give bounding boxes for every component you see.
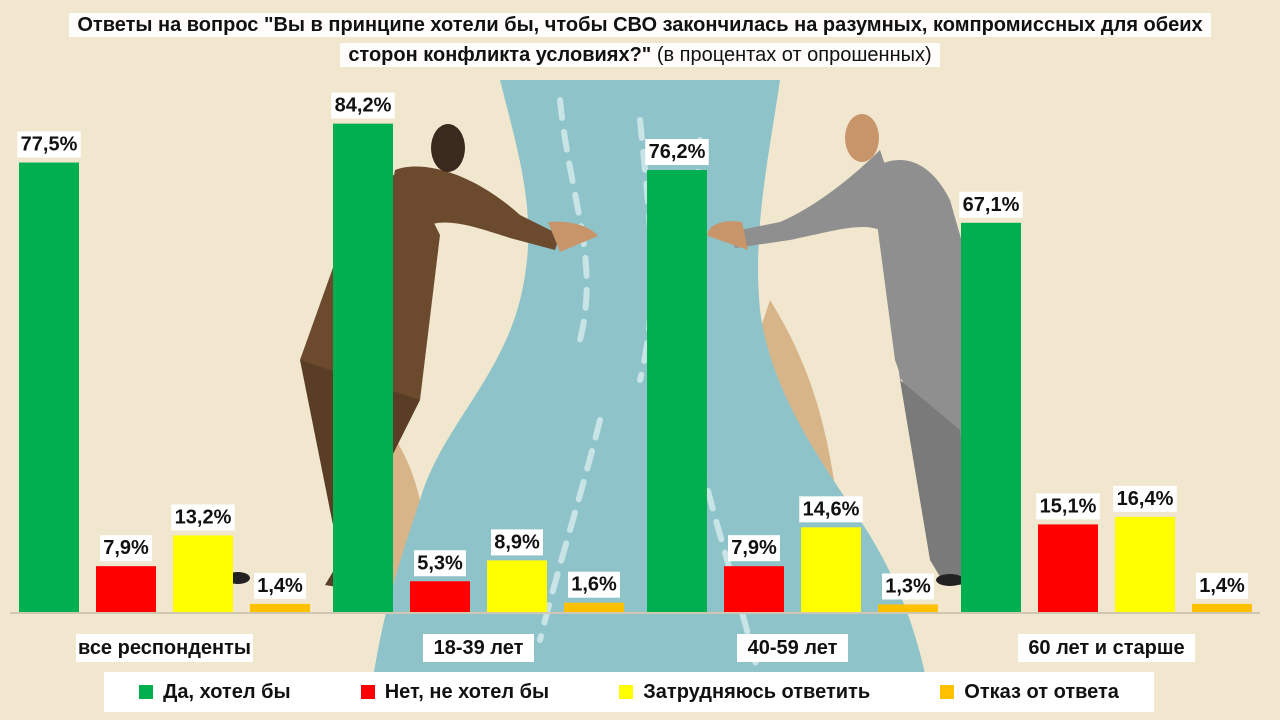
value-label-bg-no-2: [414, 550, 466, 577]
legend-item-unsure: Затрудняюсь ответить: [619, 681, 870, 704]
category-label-3: 40-59 лет: [748, 637, 838, 659]
value-label-bg-refuse-4: [1196, 572, 1248, 599]
bar-no-3: [724, 566, 784, 612]
chart-title: Ответы на вопрос "Вы в принципе хотели б…: [40, 10, 1240, 70]
legend-swatch-unsure: [619, 685, 634, 699]
value-label-bg-unsure-1: [171, 504, 235, 531]
value-label-bg-no-3: [728, 535, 780, 562]
value-label-no-1: 7,9%: [103, 537, 149, 559]
bars-group: 77,5% 7,9% 13,2% 1,4% 84,2% 5,3% 8,9% 1,6% 76,2%…: [17, 92, 1252, 613]
bar-no-4: [1038, 524, 1098, 612]
category-labels: все респонденты 18-39 лет 40-59 лет 60 лет …: [76, 634, 1195, 662]
value-label-unsure-2: 8,9%: [494, 531, 540, 553]
legend-item-refuse: Отказ от ответа: [940, 681, 1119, 704]
value-label-bg-refuse-3: [882, 573, 934, 600]
bar-unsure-4: [1115, 516, 1175, 612]
bar-no-1: [96, 566, 156, 612]
legend-label-no: Нет, не хотел бы: [384, 680, 550, 703]
category-label-bg-4: [1018, 634, 1195, 662]
value-label-unsure-1: 13,2%: [175, 506, 232, 528]
legend-swatch-yes: [139, 685, 154, 699]
value-label-bg-yes-4: [959, 191, 1023, 218]
legend-item-yes: Да, хотел бы: [139, 680, 291, 704]
bar-unsure-1: [173, 535, 233, 612]
bar-refuse-2: [564, 602, 624, 612]
chart-title-main: Ответы на вопрос "Вы в принципе хотели б…: [77, 14, 1203, 66]
value-label-unsure-3: 14,6%: [803, 498, 860, 520]
legend-label-refuse: Отказ от ответа: [964, 680, 1119, 703]
bar-yes-2: [333, 123, 393, 612]
bar-refuse-4: [1192, 603, 1252, 612]
value-label-refuse-3: 1,3%: [885, 575, 931, 597]
bar-yes-3: [647, 170, 707, 613]
value-label-refuse-1: 1,4%: [257, 575, 303, 597]
category-label-2: 18-39 лет: [434, 637, 524, 659]
bar-yes-4: [961, 222, 1021, 612]
bar-no-2: [410, 581, 470, 612]
legend-item-no: Нет, не хотел бы: [360, 680, 550, 704]
category-label-4: 60 лет и старше: [1028, 637, 1184, 659]
bar-refuse-3: [878, 604, 938, 612]
bar-unsure-2: [487, 560, 547, 612]
value-label-no-4: 15,1%: [1040, 495, 1097, 517]
legend: Да, хотел бы Нет, не хотел бы Затрудняюс…: [104, 672, 1154, 712]
bar-yes-1: [19, 162, 79, 612]
legend-swatch-no: [360, 685, 375, 699]
value-label-bg-refuse-1: [254, 572, 306, 599]
value-label-refuse-2: 1,6%: [571, 574, 617, 596]
value-label-bg-unsure-4: [1113, 485, 1177, 512]
value-label-yes-2: 84,2%: [335, 95, 392, 117]
chart-title-unit: (в процентах от опрошенных): [651, 44, 932, 66]
value-label-yes-3: 76,2%: [649, 141, 706, 163]
category-label-1: все респонденты: [78, 637, 251, 659]
value-label-yes-1: 77,5%: [21, 134, 78, 156]
value-label-no-2: 5,3%: [417, 552, 463, 574]
bar-unsure-3: [801, 527, 861, 612]
value-label-bg-refuse-2: [568, 571, 620, 598]
value-label-bg-no-4: [1036, 493, 1100, 520]
value-label-bg-yes-1: [17, 131, 81, 158]
legend-swatch-refuse: [940, 685, 955, 699]
bar-refuse-1: [250, 603, 310, 612]
category-label-bg-1: [76, 634, 253, 662]
value-label-unsure-4: 16,4%: [1117, 488, 1174, 510]
category-label-bg-2: [423, 634, 534, 662]
category-label-bg-3: [737, 634, 848, 662]
value-label-no-3: 7,9%: [731, 537, 777, 559]
value-label-bg-unsure-2: [491, 529, 543, 556]
value-label-bg-no-1: [100, 535, 152, 562]
legend-label-yes: Да, хотел бы: [163, 680, 291, 703]
legend-label-unsure: Затрудняюсь ответить: [643, 680, 871, 703]
value-label-yes-4: 67,1%: [963, 194, 1020, 216]
value-label-bg-unsure-3: [799, 496, 863, 523]
value-label-refuse-4: 1,4%: [1199, 575, 1245, 597]
value-label-bg-yes-2: [331, 92, 395, 119]
value-label-bg-yes-3: [645, 139, 709, 166]
